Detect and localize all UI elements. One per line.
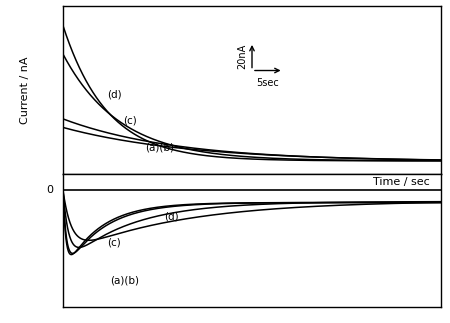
Text: 0: 0 — [46, 185, 54, 195]
Text: (d): (d) — [164, 212, 178, 222]
Text: (c): (c) — [107, 238, 121, 248]
Text: (a)(b): (a)(b) — [145, 142, 174, 152]
Text: (d): (d) — [107, 90, 122, 100]
Text: (a)(b): (a)(b) — [110, 276, 139, 286]
Text: (c): (c) — [123, 115, 137, 125]
Text: Time / sec: Time / sec — [373, 177, 430, 187]
Text: 5sec: 5sec — [256, 78, 279, 88]
Text: 20nA: 20nA — [237, 44, 247, 69]
Text: Current / nA: Current / nA — [20, 57, 30, 124]
